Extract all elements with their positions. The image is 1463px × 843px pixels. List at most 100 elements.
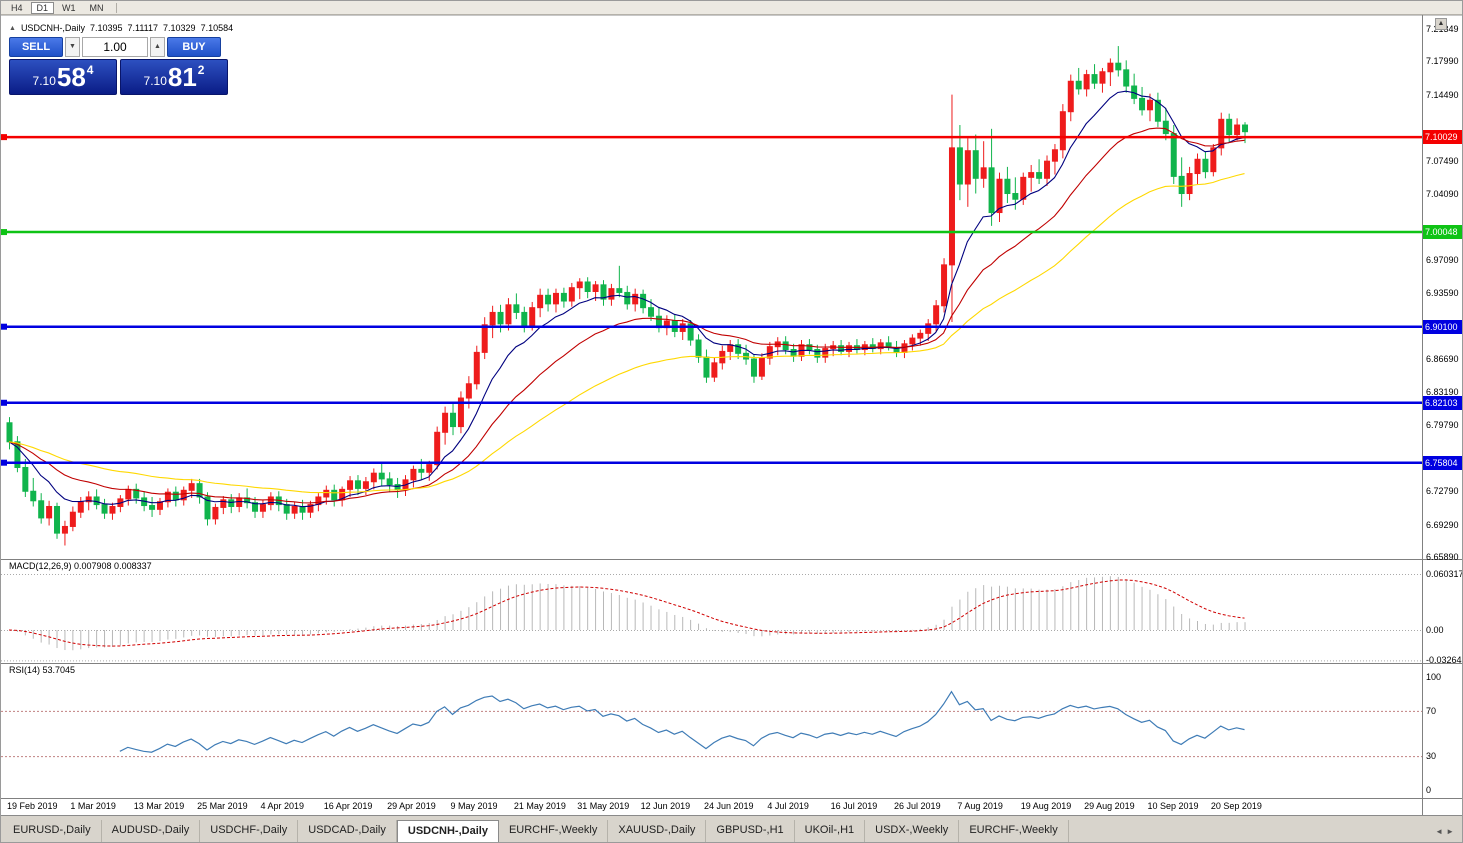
- price-axis-label: 6.69290: [1426, 519, 1459, 530]
- quote-open: 7.10395: [89, 23, 123, 33]
- candlestick-series: [6, 46, 1249, 546]
- rsi-axis-label: 30: [1426, 751, 1437, 762]
- hline-price-badge: 6.90100: [1423, 319, 1462, 334]
- chart-scroll-button[interactable]: ▲: [1435, 18, 1447, 30]
- rsi-indicator-label: RSI(14) 53.7045: [9, 665, 76, 675]
- date-axis-label: 21 May 2019: [513, 801, 566, 811]
- price-axis-label: 7.07490: [1426, 156, 1459, 167]
- date-axis-label: 16 Jul 2019: [830, 801, 878, 811]
- ma-45-line: [8, 173, 1245, 494]
- chart-tabs-list: EURUSD-,Daily AUDUSD-,Daily USDCHF-,Daily U…: [3, 820, 1069, 842]
- macd-signal-line: [8, 579, 1245, 647]
- date-axis-label: 24 Jun 2019: [703, 801, 754, 811]
- date-axis-label: 4 Apr 2019: [260, 801, 304, 811]
- chart-canvas[interactable]: [1, 15, 1463, 817]
- date-axis-label: 4 Jul 2019: [767, 801, 809, 811]
- date-axis-label: 12 Jun 2019: [640, 801, 691, 811]
- rsi-axis-label: 0: [1426, 785, 1432, 795]
- timeframe-button-d1[interactable]: D1: [30, 1, 55, 14]
- chart-tab-ukoil-h1[interactable]: UKOil-,H1: [795, 820, 866, 842]
- toolbar-separator: [115, 2, 117, 13]
- sell-button[interactable]: SELL: [9, 37, 63, 57]
- chart-tab-xauusd-daily[interactable]: XAUUSD-,Daily: [608, 820, 707, 842]
- hline-price-badge: 6.82103: [1423, 395, 1462, 410]
- chart-tab-gbpusd-h1[interactable]: GBPUSD-,H1: [706, 820, 795, 842]
- date-axis-label: 25 Mar 2019: [197, 801, 248, 811]
- ask-price-small: 7.10: [143, 74, 167, 88]
- buy-button[interactable]: BUY: [167, 37, 221, 57]
- date-axis-label: 20 Sep 2019: [1210, 801, 1262, 811]
- chart-tab-usdx-weekly[interactable]: USDX-,Weekly: [865, 820, 960, 842]
- date-axis-label: 19 Feb 2019: [7, 801, 58, 811]
- date-axis-label: 19 Aug 2019: [1020, 801, 1072, 811]
- date-axis-label: 31 May 2019: [577, 801, 630, 811]
- hline-price-badge: 6.75804: [1423, 455, 1462, 470]
- price-axis-label: 6.65890: [1426, 552, 1459, 562]
- timeframe-toolbar: H4 D1 W1 MN: [1, 1, 1462, 15]
- volume-increase-icon[interactable]: ▲: [150, 37, 165, 57]
- ask-price-sup: 2: [197, 63, 205, 77]
- one-click-trading-panel: SELL ▼ 1.00 ▲ BUY 7.10 58 4 7.10 81 2: [9, 37, 228, 95]
- horizontal-line-7.00048[interactable]: [1, 229, 1422, 236]
- hline-price-badge: 7.00048: [1423, 225, 1462, 240]
- quote-close: 7.10584: [200, 23, 234, 33]
- timeframe-button-list: H4 D1 W1 MN: [5, 1, 110, 14]
- chart-tab-usdchf-daily[interactable]: USDCHF-,Daily: [200, 820, 299, 842]
- quote-high: 7.11117: [127, 23, 159, 33]
- price-axis-label: 6.79790: [1426, 419, 1459, 430]
- date-axis-label: 29 Apr 2019: [387, 801, 436, 811]
- ma-21-line: [8, 127, 1245, 504]
- horizontal-line-6.82103[interactable]: [1, 399, 1422, 406]
- date-axis-label: 26 Jul 2019: [894, 801, 941, 811]
- volume-input[interactable]: 1.00: [82, 37, 148, 57]
- chart-tab-eurchf-weekly[interactable]: EURCHF-,Weekly: [959, 820, 1069, 842]
- timeframe-button-w1[interactable]: W1: [62, 2, 76, 13]
- price-axis-label: 7.14490: [1426, 89, 1459, 100]
- collapse-quote-icon[interactable]: ▲: [9, 24, 16, 32]
- chart-tab-eurchf-weekly[interactable]: EURCHF-,Weekly: [499, 820, 609, 842]
- date-axis-label: 10 Sep 2019: [1147, 801, 1199, 811]
- tab-scroll-right-icon[interactable]: ►: [1446, 827, 1454, 836]
- date-axis-label: 13 Mar 2019: [133, 801, 185, 811]
- price-axis-label: 6.72790: [1426, 486, 1459, 497]
- rsi-axis-label: 100: [1426, 672, 1442, 682]
- rsi-axis-label: 70: [1426, 705, 1437, 716]
- bid-price-small: 7.10: [32, 74, 56, 88]
- chart-tab-audusd-daily[interactable]: AUDUSD-,Daily: [102, 820, 201, 842]
- quote-low: 7.10329: [163, 23, 196, 33]
- bid-price-big: 58: [56, 62, 86, 92]
- date-axis-label: 7 Aug 2019: [957, 801, 1003, 811]
- price-axis-label: 6.93590: [1426, 288, 1459, 299]
- date-axis-label: 16 Apr 2019: [323, 801, 373, 811]
- chart-tab-usdcad-daily[interactable]: USDCAD-,Daily: [298, 820, 397, 842]
- price-axis-label: 6.86690: [1426, 354, 1459, 365]
- hline-price-badge: 7.10029: [1423, 130, 1462, 145]
- chart-tabs-bar: EURUSD-,Daily AUDUSD-,Daily USDCHF-,Daily U…: [1, 815, 1462, 842]
- horizontal-line-7.10029[interactable]: [1, 134, 1422, 141]
- date-axis-label: 9 May 2019: [450, 801, 498, 811]
- symbol-title: USDCNH-,Daily: [20, 23, 85, 33]
- bid-price-display[interactable]: 7.10 58 4: [9, 59, 117, 95]
- tab-scroll-left-icon[interactable]: ◄: [1435, 827, 1444, 836]
- date-axis-label: 29 Aug 2019: [1084, 801, 1135, 811]
- timeframe-button-mn[interactable]: MN: [89, 2, 104, 13]
- macd-indicator-label: MACD(12,26,9) 0.007908 0.008337: [9, 561, 152, 571]
- horizontal-line-6.90100[interactable]: [1, 323, 1422, 330]
- tab-scroll-controls: ◄ ►: [1429, 821, 1460, 842]
- price-axis-label: 6.83190: [1426, 387, 1459, 398]
- price-axis-label: 6.97090: [1426, 255, 1459, 266]
- chart-tab-usdcnh-daily[interactable]: USDCNH-,Daily: [396, 820, 499, 842]
- ma-9-line: [8, 90, 1245, 508]
- timeframe-button-h4[interactable]: H4: [11, 2, 23, 13]
- chart-tab-eurusd-daily[interactable]: EURUSD-,Daily: [3, 820, 102, 842]
- rsi-line: [119, 690, 1245, 753]
- date-axis-label: 1 Mar 2019: [70, 801, 116, 811]
- quote-header: ▲ USDCNH-,Daily 7.10395 7.11117 7.10329 …: [9, 23, 233, 33]
- volume-decrease-icon[interactable]: ▼: [65, 37, 80, 57]
- macd-axis-label: 0.00: [1426, 625, 1444, 635]
- ask-price-display[interactable]: 7.10 81 2: [120, 59, 228, 95]
- price-axis-label: 7.17990: [1426, 56, 1459, 67]
- horizontal-line-6.75804[interactable]: [1, 459, 1422, 466]
- bid-price-sup: 4: [86, 63, 94, 77]
